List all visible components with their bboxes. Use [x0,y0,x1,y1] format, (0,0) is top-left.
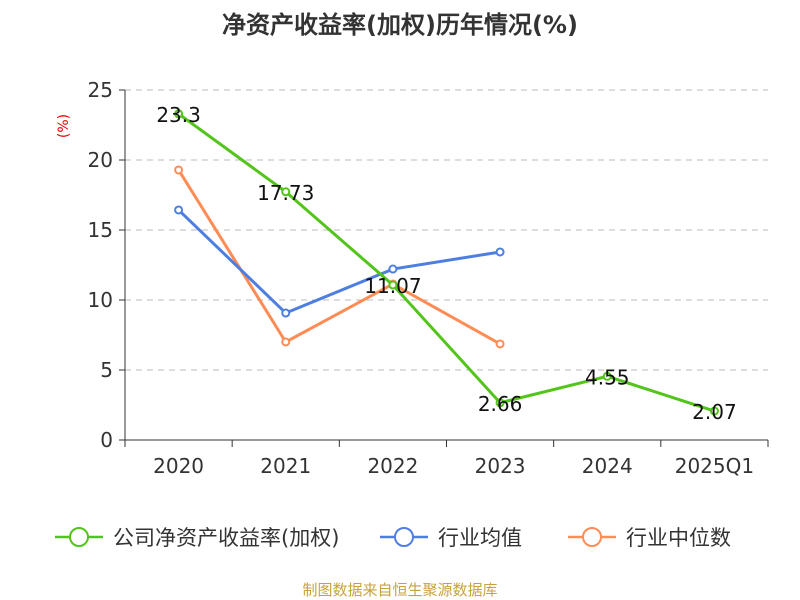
series-line [177,169,501,346]
chart-title: 净资产收益率(加权)历年情况(%) [222,11,578,39]
y-tick-label: 25 [88,78,113,102]
data-point[interactable] [281,187,291,197]
y-tick-label: 20 [88,148,113,172]
y-tick-label: 0 [100,428,113,452]
data-point[interactable] [174,165,184,175]
legend-circle-icon [69,527,89,547]
data-point[interactable] [388,280,398,290]
x-tick-label: 2020 [153,454,204,478]
legend-label: 行业均值 [438,526,522,550]
data-label: 17.73 [257,181,314,205]
data-point[interactable] [495,339,505,349]
legend-item[interactable]: 公司净资产收益率(加权) [55,526,339,550]
legend-label: 公司净资产收益率(加权) [113,526,339,550]
data-point[interactable] [495,398,505,408]
data-label: 4.55 [585,365,630,389]
legend-item[interactable]: 行业均值 [380,526,522,550]
y-tick-label: 10 [88,288,113,312]
legend-circle-icon [582,527,602,547]
y-axis-label: (%) [56,114,72,138]
series-line [177,112,715,413]
x-tick-label: 2025Q1 [675,454,754,478]
legend-item[interactable]: 行业中位数 [568,526,731,550]
data-label: 23.3 [156,103,201,127]
legend-label: 行业中位数 [626,526,731,550]
series-2 [174,165,505,349]
x-tick-label: 2023 [475,454,526,478]
x-tick-label: 2021 [260,454,311,478]
data-point[interactable] [495,247,505,257]
data-point[interactable] [709,406,719,416]
data-point[interactable] [388,264,398,274]
x-tick-label: 2024 [582,454,633,478]
data-label: 11.07 [364,274,421,298]
series-line [177,208,501,315]
data-point[interactable] [281,308,291,318]
legend-circle-icon [394,527,414,547]
data-point[interactable] [602,371,612,381]
data-label: 2.07 [692,400,737,424]
data-point[interactable] [174,109,184,119]
y-tick-label: 5 [100,358,113,382]
y-tick-label: 15 [88,218,113,242]
data-point[interactable] [281,337,291,347]
series-0 [174,109,719,416]
x-tick-label: 2022 [367,454,418,478]
data-label: 2.66 [478,392,523,416]
source-note: 制图数据来自恒生聚源数据库 [302,581,497,599]
data-point[interactable] [174,205,184,215]
series-1 [174,205,505,318]
